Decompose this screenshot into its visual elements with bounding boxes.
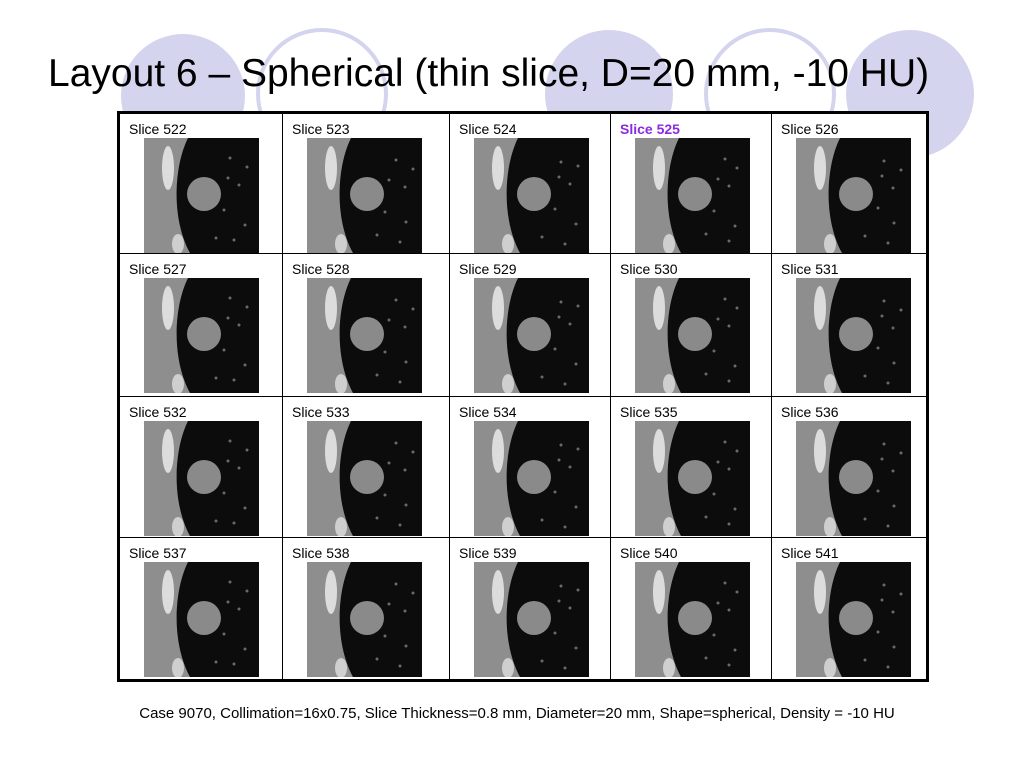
ct-slice-image: [796, 138, 911, 253]
slice-label: Slice 522: [129, 121, 187, 137]
slice-cell: Slice 532: [120, 397, 283, 538]
slice-label: Slice 533: [292, 404, 350, 420]
slice-cell: Slice 524: [450, 114, 611, 254]
slice-cell: Slice 526: [772, 114, 926, 254]
ct-slice-image: [635, 562, 750, 677]
ct-slice-image: [635, 138, 750, 253]
slice-label: Slice 524: [459, 121, 517, 137]
slice-label: Slice 536: [781, 404, 839, 420]
ct-slice-image: [144, 562, 259, 677]
slice-label: Slice 539: [459, 545, 517, 561]
ct-slice-image: [144, 421, 259, 536]
slice-label: Slice 534: [459, 404, 517, 420]
ct-slice-image: [307, 138, 422, 253]
slice-cell: Slice 534: [450, 397, 611, 538]
slice-label: Slice 541: [781, 545, 839, 561]
slice-label: Slice 537: [129, 545, 187, 561]
slice-cell: Slice 529: [450, 254, 611, 397]
ct-slice-image: [474, 562, 589, 677]
slice-cell: Slice 541: [772, 538, 926, 679]
slice-cell: Slice 527: [120, 254, 283, 397]
ct-slice-image: [307, 278, 422, 393]
ct-slice-image: [144, 278, 259, 393]
slice-label: Slice 527: [129, 261, 187, 277]
slice-cell: Slice 540: [611, 538, 772, 679]
slice-table: Slice 522 Slice 523 Slice 524 Slice 525 Slic…: [117, 111, 929, 682]
slide-caption: Case 9070, Collimation=16x0.75, Slice Th…: [139, 705, 895, 722]
slice-label: Slice 535: [620, 404, 678, 420]
slice-label: Slice 525: [620, 121, 680, 137]
slice-cell: Slice 537: [120, 538, 283, 679]
slice-cell: Slice 531: [772, 254, 926, 397]
ct-slice-image: [307, 562, 422, 677]
slice-cell: Slice 522: [120, 114, 283, 254]
slice-cell: Slice 525: [611, 114, 772, 254]
ct-slice-image: [474, 421, 589, 536]
slice-label: Slice 529: [459, 261, 517, 277]
slice-cell: Slice 539: [450, 538, 611, 679]
slice-cell: Slice 535: [611, 397, 772, 538]
slice-label: Slice 538: [292, 545, 350, 561]
slice-label: Slice 540: [620, 545, 678, 561]
ct-slice-image: [144, 138, 259, 253]
ct-slice-image: [796, 562, 911, 677]
slice-label: Slice 528: [292, 261, 350, 277]
ct-slice-image: [796, 278, 911, 393]
ct-slice-image: [307, 421, 422, 536]
slice-cell: Slice 523: [283, 114, 450, 254]
ct-slice-image: [474, 138, 589, 253]
ct-slice-image: [635, 421, 750, 536]
slice-cell: Slice 533: [283, 397, 450, 538]
ct-slice-image: [796, 421, 911, 536]
slide-title: Layout 6 – Spherical (thin slice, D=20 m…: [48, 52, 930, 95]
slice-cell: Slice 536: [772, 397, 926, 538]
slice-label: Slice 532: [129, 404, 187, 420]
slice-label: Slice 530: [620, 261, 678, 277]
slice-cell: Slice 528: [283, 254, 450, 397]
slice-label: Slice 523: [292, 121, 350, 137]
slice-cell: Slice 530: [611, 254, 772, 397]
slice-cell: Slice 538: [283, 538, 450, 679]
ct-slice-image: [474, 278, 589, 393]
ct-slice-image: [635, 278, 750, 393]
slice-label: Slice 531: [781, 261, 839, 277]
slice-label: Slice 526: [781, 121, 839, 137]
